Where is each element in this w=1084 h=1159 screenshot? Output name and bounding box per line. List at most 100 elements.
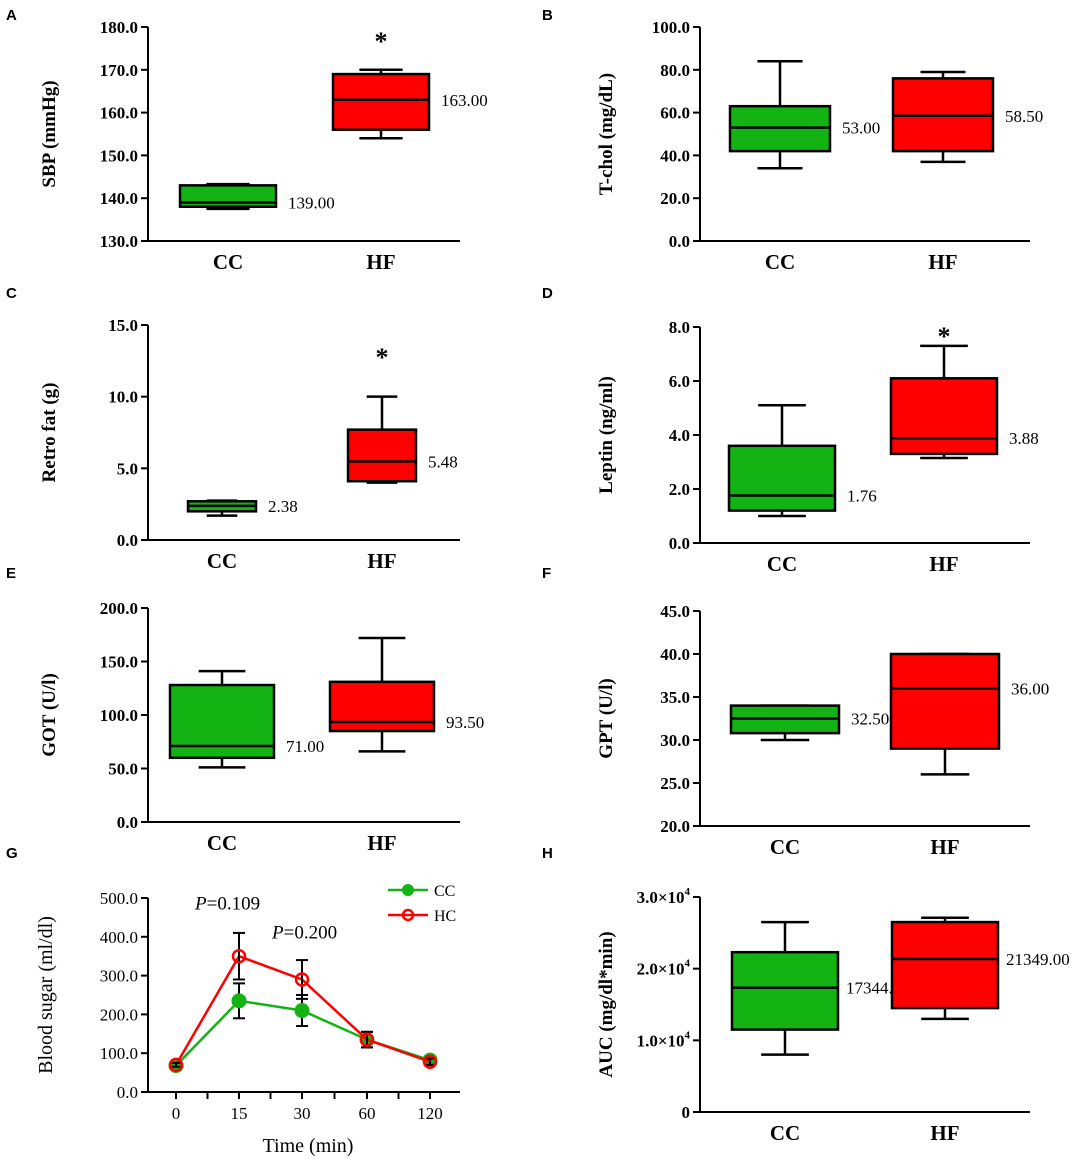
panel-g-xtick-label: 30 (294, 1104, 311, 1123)
panel-h-box-hf-median-label: 21349.00 (1006, 950, 1070, 969)
panel-a-y-label: SBP (mmHg) (39, 80, 60, 187)
panel-a-category-hf: HF (366, 250, 395, 274)
panel-a-box-cc-median-label: 139.00 (288, 193, 335, 212)
panel-h-ytick-label: 0 (682, 1103, 691, 1122)
panel-a: A 130.0 140.0 150.0 160.0 170.0 180.0 SBP (mmHg… (6, 7, 488, 274)
panel-c-box-hf-median-label: 5.48 (428, 452, 458, 471)
panel-a-box-hf-significance-star: * (375, 27, 388, 56)
panel-g-legend-hc-marker (401, 908, 415, 922)
panel-a-ytick-label: 180.0 (100, 18, 138, 37)
panel-h-category-cc: CC (770, 1121, 800, 1145)
panel-d-ytick-label: 8.0 (669, 318, 690, 337)
panel-a-category-cc: CC (213, 250, 243, 274)
panel-d-ytick-label: 0.0 (669, 534, 690, 553)
panel-g-p-value: P=0.109 (194, 894, 260, 915)
panel-e-ytick-label: 200.0 (100, 599, 138, 618)
panel-a-ytick-label: 160.0 (100, 104, 138, 123)
panel-g-p-value: P=0.200 (271, 923, 337, 944)
panel-h-ytick-label: 1.0×104 (637, 1029, 691, 1050)
panel-e-box-hf-median-label: 93.50 (446, 713, 484, 732)
panel-c-ytick-label: 0.0 (117, 531, 138, 550)
panel-b-ytick-label: 20.0 (660, 189, 690, 208)
panel-e-ytick-label: 50.0 (108, 760, 138, 779)
panel-h-box-cc-iqr (730, 950, 840, 1031)
panel-g-series-hc-point (359, 1032, 375, 1047)
panel-b-ytick-label: 100.0 (652, 18, 690, 37)
panel-f-ytick-label: 35.0 (660, 688, 690, 707)
panel-d: D 0.0 2.0 4.0 6.0 8.0 Leptin (ng/ml) 1.76 3.88 * C… (542, 285, 1039, 576)
panel-h-box-hf-iqr (890, 920, 1000, 1010)
panel-b-box-hf-median-label: 58.50 (1005, 107, 1043, 126)
panel-e-ytick-label: 150.0 (100, 653, 138, 672)
panel-g-p-symbol: P (271, 923, 284, 944)
panel-g-ytick-label: 300.0 (100, 967, 138, 986)
panel-c-box-cc-median-label: 2.38 (268, 497, 298, 516)
panel-b-category-hf: HF (928, 250, 957, 274)
panel-b-ytick-label: 80.0 (660, 61, 690, 80)
panel-g-series-hc-point (168, 1057, 184, 1073)
panel-g-letter: G (6, 845, 18, 862)
panel-h-ytick-label: 3.0×104 (637, 886, 691, 907)
panel-f-ytick-label: 40.0 (660, 645, 690, 664)
panel-a-ytick-label: 150.0 (100, 146, 138, 165)
panel-h-y-label: AUC (mg/dl*min) (596, 931, 617, 1077)
panel-g-xtick-label: 15 (231, 1104, 248, 1123)
panel-d-box-cc-iqr (727, 444, 837, 512)
panel-c-category-cc: CC (207, 549, 237, 573)
panel-g-xtick-label: 120 (417, 1104, 443, 1123)
panel-c-box-hf-significance-star: * (376, 343, 389, 372)
panel-d-box-hf-iqr (889, 377, 999, 456)
panel-d-ytick-label: 2.0 (669, 480, 690, 499)
panel-e-ytick-label: 0.0 (117, 813, 138, 832)
panel-f-ytick-label: 20.0 (660, 817, 690, 836)
panel-e-ytick-label: 100.0 (100, 706, 138, 725)
panel-e-category-hf: HF (367, 831, 396, 855)
panel-g-y-label: Blood sugar (ml/dl) (35, 916, 57, 1074)
panel-h-ytick-exponent: 4 (685, 1029, 691, 1041)
panel-g-xtick-label: 0 (172, 1104, 181, 1123)
panel-g: G 0.0 100.0 200.0 300.0 400.0 500.0 Blood sugar… (6, 845, 460, 1157)
panel-a-ytick-label: 130.0 (100, 232, 138, 251)
panel-f-ytick-label: 30.0 (660, 731, 690, 750)
panel-g-legend-cc-label: CC (434, 883, 455, 900)
panel-d-ytick-label: 6.0 (669, 372, 690, 391)
panel-h-ytick-exponent: 4 (685, 886, 691, 898)
panel-a-letter: A (6, 7, 17, 24)
panel-g-legend-cc-marker (402, 884, 414, 896)
panel-b-category-cc: CC (765, 250, 795, 274)
panel-g-series-hc-point (422, 1054, 438, 1069)
panel-g-ytick-label: 200.0 (100, 1005, 138, 1024)
panel-c-category-hf: HF (367, 549, 396, 573)
panel-c-ytick-label: 5.0 (117, 459, 138, 478)
panel-e-box-hf-iqr (328, 680, 436, 733)
panel-g-p-number: =0.109 (207, 894, 260, 915)
panel-d-ytick-label: 4.0 (669, 426, 690, 445)
panel-d-box-cc-median-label: 1.76 (847, 486, 877, 505)
panel-g-ytick-label: 400.0 (100, 928, 138, 947)
panel-a-ytick-label: 170.0 (100, 61, 138, 80)
panel-c-ytick-label: 10.0 (108, 388, 138, 407)
panel-g-series-cc-point (294, 1003, 310, 1019)
panel-f-box-hf-iqr (889, 652, 1001, 750)
panel-g-ytick-label: 0.0 (117, 1083, 138, 1102)
panel-f-category-hf: HF (930, 835, 959, 859)
panel-c-ytick-label: 15.0 (108, 316, 138, 335)
panel-g-x-label: Time (min) (263, 1135, 354, 1157)
panel-a-ytick-label: 140.0 (100, 189, 138, 208)
panel-c-y-label: Retro fat (g) (39, 383, 60, 483)
panel-e-y-label: GOT (U/l) (39, 673, 60, 757)
panel-g-series-hc-point (231, 948, 247, 964)
panel-b-y-label: T-chol (mg/dL) (596, 73, 617, 195)
panel-a-box-hf-iqr (331, 72, 431, 131)
panel-g-series-cc-point (231, 993, 247, 1009)
panel-g-xtick-label: 60 (359, 1104, 376, 1123)
panel-g-p-symbol: P (194, 894, 207, 915)
panel-h-ytick-label: 2.0×104 (637, 958, 691, 979)
panel-d-box-hf-significance-star: * (938, 322, 951, 351)
panel-f-box-hf-median-label: 36.00 (1011, 679, 1049, 698)
panel-f: F 20.0 25.0 30.0 35.0 40.0 45.0 GPT (U/l) 32.50 3… (542, 565, 1049, 859)
panel-f-letter: F (542, 565, 551, 582)
panel-d-category-cc: CC (767, 552, 797, 576)
panel-g-ytick-label: 500.0 (100, 889, 138, 908)
